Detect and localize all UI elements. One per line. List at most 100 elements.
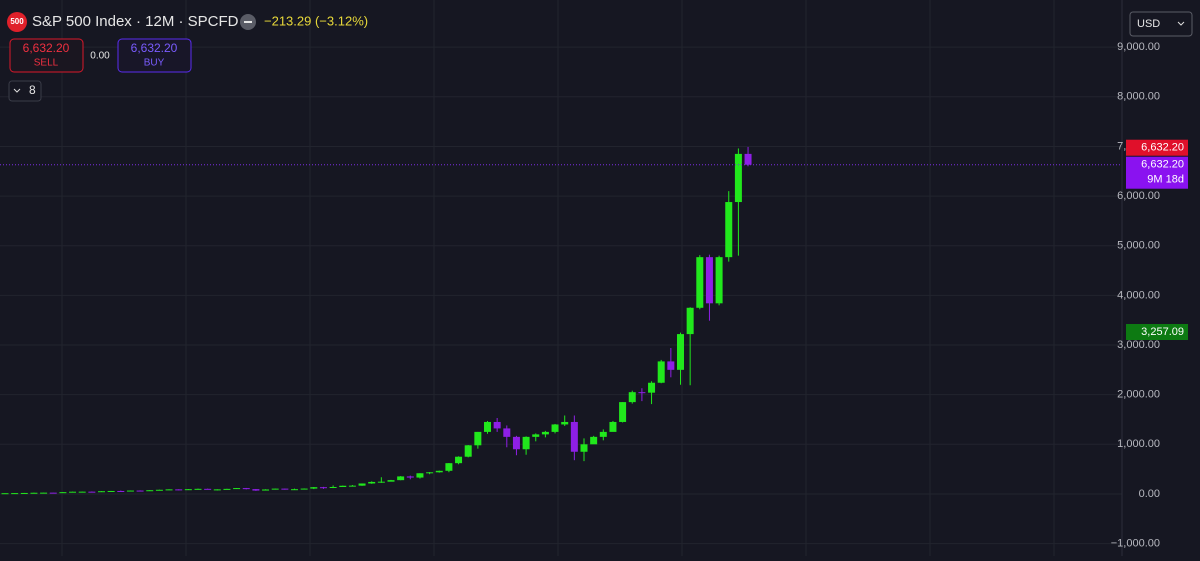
candle-body — [310, 487, 318, 489]
candle-body — [657, 361, 665, 383]
candle-body — [291, 489, 298, 491]
candle-body — [204, 488, 212, 490]
candle-body — [686, 307, 694, 335]
candle-body — [551, 424, 559, 432]
y-tick-label: 0.00 — [1139, 488, 1160, 500]
candle-body — [532, 434, 540, 437]
candle-body — [474, 431, 482, 446]
candle-body — [416, 473, 424, 478]
y-tick-label: −1,000.00 — [1111, 537, 1160, 549]
candle-body — [40, 492, 48, 494]
candle-body — [262, 489, 270, 491]
status-icon — [244, 21, 252, 23]
candle-body — [609, 421, 617, 432]
candle-body — [648, 382, 656, 393]
candle-body — [541, 431, 549, 435]
candle-body — [522, 436, 530, 450]
candle-body — [11, 493, 19, 495]
y-tick-label: 3,000.00 — [1117, 339, 1160, 351]
candle-body — [107, 490, 115, 492]
indicators-toggle[interactable] — [8, 80, 42, 102]
chevron — [1177, 21, 1185, 26]
candle-body — [638, 392, 646, 394]
marker-label-box — [1126, 324, 1188, 340]
spread: 0.00 — [90, 51, 110, 62]
candle-body — [126, 490, 134, 492]
candle-body — [484, 421, 491, 432]
y-tick-label: 2,000.00 — [1117, 389, 1160, 401]
buy-button[interactable] — [117, 38, 192, 73]
candle-body — [348, 485, 356, 487]
title: S&P 500 Index · 12M · SPCFD — [32, 13, 239, 30]
countdown-label: 9M 18d — [1147, 174, 1184, 186]
candle-body — [252, 489, 260, 491]
marker-label: 3,257.09 — [1141, 326, 1184, 338]
candle-body — [387, 480, 395, 482]
candle-body — [136, 490, 144, 492]
candle-body — [155, 489, 163, 491]
y-tick-label: 1,000.00 — [1117, 438, 1160, 450]
bid-label: 6,632.20 — [1141, 142, 1184, 154]
y-tick-label: 8,000.00 — [1117, 91, 1160, 103]
indicators-count: 8 — [29, 83, 36, 97]
last-label-box — [1126, 156, 1188, 189]
candle-body — [49, 492, 57, 494]
candle-body — [146, 490, 154, 492]
candle-body — [358, 483, 366, 486]
candle-body — [426, 472, 434, 474]
candle-body — [271, 488, 279, 490]
candle-body — [233, 488, 241, 490]
y-tick-label: 9,000.00 — [1117, 41, 1160, 53]
change: −213.29 (−3.12%) — [264, 13, 368, 28]
candle-body — [175, 489, 183, 491]
candle-body — [503, 428, 511, 437]
buy-price: 6,632.20 — [131, 41, 178, 55]
candle-body — [445, 463, 453, 471]
candle-body — [705, 257, 713, 304]
y-tick-label: 4,000.00 — [1117, 289, 1160, 301]
candle-body — [580, 444, 588, 452]
candle-body — [30, 492, 38, 494]
candle-body — [725, 202, 733, 258]
grid — [0, 0, 1122, 556]
candle-body — [98, 491, 105, 493]
logo-text: 500 — [10, 17, 24, 26]
currency-select[interactable] — [1129, 11, 1193, 37]
candle-body — [165, 489, 173, 491]
candle-body — [88, 491, 96, 493]
candle-body — [715, 257, 723, 304]
candle-body — [493, 421, 501, 429]
candle-body — [590, 436, 598, 445]
candle-body — [512, 436, 520, 450]
candle-body — [319, 487, 327, 489]
candle-body — [194, 488, 202, 490]
candle-body — [744, 153, 752, 165]
candle-body — [397, 476, 405, 481]
buy-label: BUY — [144, 58, 165, 69]
price-axis: −1,000.00 0.00 1,000.00 2,000.00 3,000.00 4,0… — [1111, 41, 1188, 549]
candle-body — [242, 488, 250, 490]
candle-body — [599, 431, 607, 437]
chevron — [13, 88, 21, 93]
candle-body — [223, 488, 231, 490]
candle-body — [69, 491, 77, 493]
candle-body — [329, 486, 337, 488]
sell-label: SELL — [34, 58, 59, 69]
candle-body — [696, 257, 704, 308]
candle-body — [561, 421, 569, 425]
sell-button[interactable] — [9, 38, 84, 73]
candles — [0, 146, 1122, 495]
candle-body — [368, 481, 376, 484]
candle-body — [59, 492, 67, 494]
bid-label-box — [1126, 139, 1188, 156]
candle-body — [464, 445, 472, 457]
candle-body — [455, 456, 463, 464]
candle-body — [20, 492, 28, 494]
candle-body — [734, 153, 742, 203]
y-tick-label: 5,000.00 — [1117, 240, 1160, 252]
candle-body — [213, 489, 221, 491]
candle-body — [435, 470, 443, 473]
